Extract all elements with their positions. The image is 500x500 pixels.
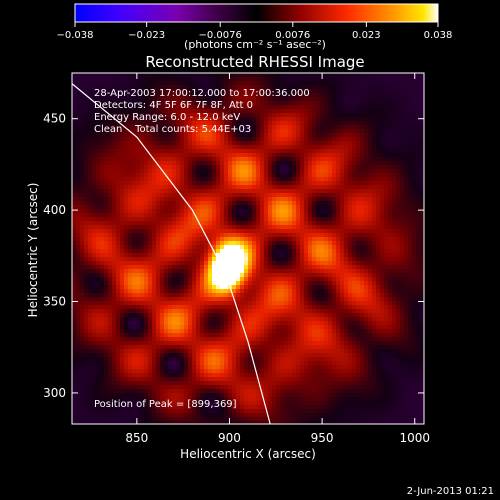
colorbar-tick-label: 0.023 xyxy=(352,30,381,41)
colorbar-ticks: −0.038 −0.023 −0.0076 0.0076 0.023 0.038 xyxy=(56,22,452,41)
y-axis-label: Heliocentric Y (arcsec) xyxy=(26,183,40,318)
chart-title: Reconstructed RHESSI Image xyxy=(145,53,364,71)
x-axis-ticks: 850 900 950 1000 xyxy=(125,73,430,445)
x-tick-label: 900 xyxy=(218,431,241,445)
footer-date: 2-Jun-2013 01:21 xyxy=(407,486,494,497)
y-tick-label: 400 xyxy=(43,203,66,217)
x-tick-label: 850 xyxy=(125,431,148,445)
x-tick-label: 950 xyxy=(311,431,334,445)
y-axis-ticks: 300 350 400 450 xyxy=(43,112,424,400)
peak-position-label: Position of Peak = [899,369] xyxy=(94,399,237,410)
colorbar xyxy=(74,3,439,23)
plot-frame xyxy=(71,72,425,425)
colorbar-tick-label: −0.038 xyxy=(56,30,93,41)
colorbar-tick-label: −0.0076 xyxy=(199,30,242,41)
annotation-time-range: 28-Apr-2003 17:00:12.000 to 17:00:36.000 xyxy=(94,88,310,99)
y-tick-label: 350 xyxy=(43,295,66,309)
colorbar-tick-label: 0.038 xyxy=(424,30,453,41)
colorbar-tick-label: 0.0076 xyxy=(275,30,310,41)
colorbar-tick-label: −0.023 xyxy=(128,30,165,41)
x-tick-label: 1000 xyxy=(399,431,430,445)
y-tick-label: 300 xyxy=(43,386,66,400)
x-axis-label: Heliocentric X (arcsec) xyxy=(180,447,316,461)
annotation-detectors: Detectors: 4F 5F 6F 7F 8F, Att 0 xyxy=(94,100,253,111)
annotation-energy-range: Energy Range: 6.0 - 12.0 keV xyxy=(94,112,240,123)
y-tick-label: 450 xyxy=(43,112,66,126)
annotation-clean-counts: Clean Total counts: 5.44E+03 xyxy=(94,124,251,135)
solar-limb-line xyxy=(72,82,271,424)
colorbar-unit-label: (photons cm⁻² s⁻¹ asec⁻²) xyxy=(184,38,326,51)
